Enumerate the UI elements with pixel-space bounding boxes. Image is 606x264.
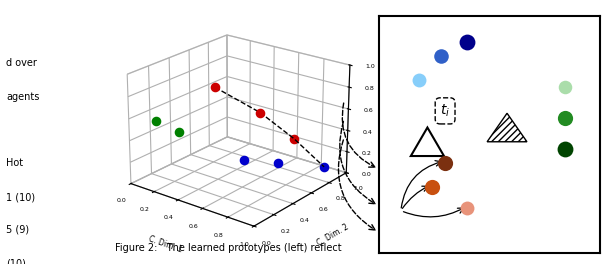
- X-axis label: C. Dim. 1: C. Dim. 1: [147, 234, 184, 254]
- Text: $t_i$: $t_i$: [440, 103, 450, 119]
- Point: [462, 206, 472, 210]
- Text: 1 (10): 1 (10): [6, 193, 35, 203]
- Text: Figure 2:   The learned prototypes (left) reflect: Figure 2: The learned prototypes (left) …: [115, 243, 342, 253]
- Point: [560, 147, 570, 151]
- Point: [560, 116, 570, 120]
- Point: [436, 54, 445, 58]
- Text: Hot: Hot: [6, 158, 23, 168]
- Text: (10): (10): [6, 259, 26, 264]
- Point: [440, 161, 450, 165]
- Polygon shape: [487, 113, 527, 142]
- Text: 5 (9): 5 (9): [6, 224, 29, 234]
- Point: [560, 85, 570, 89]
- Point: [414, 78, 424, 82]
- Y-axis label: C. Dim. 2: C. Dim. 2: [316, 222, 351, 247]
- Point: [427, 185, 437, 189]
- Point: [462, 40, 472, 44]
- Text: d over: d over: [6, 58, 37, 68]
- Text: agents: agents: [6, 92, 39, 102]
